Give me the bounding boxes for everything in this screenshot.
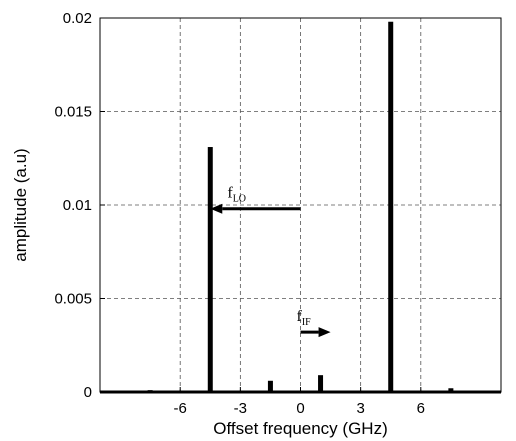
y-axis-label: amplitude (a.u) — [11, 148, 30, 261]
y-tick-labels: 0 0.005 0.01 0.015 0.02 — [54, 10, 105, 401]
annotations: fLO fIF — [210, 185, 331, 338]
y-tick-label: 0.015 — [54, 104, 92, 121]
spectral-line — [388, 21, 394, 393]
annotation-arrow-head — [210, 203, 223, 214]
spectral-line — [207, 147, 213, 392]
y-tick-label: 0.02 — [63, 10, 92, 27]
x-tick-label: -3 — [234, 400, 247, 417]
x-tick-labels: -6 -3 0 3 6 — [174, 387, 425, 417]
annotation-label: fIF — [297, 308, 312, 328]
spectral-line — [267, 380, 273, 392]
annotation-label: fLO — [227, 185, 246, 205]
x-tick-label: 3 — [356, 400, 364, 417]
x-tick-label: 0 — [296, 400, 304, 417]
x-tick-label: -6 — [174, 400, 187, 417]
y-tick-label: 0.005 — [54, 291, 92, 308]
x-axis-label: Offset frequency (GHz) — [213, 419, 387, 438]
y-tick-label: 0.01 — [63, 197, 92, 214]
annotation-arrow-head — [318, 327, 331, 338]
spectral-line — [448, 388, 454, 392]
x-tick-label: 6 — [417, 400, 425, 417]
spectral-line — [318, 375, 324, 392]
y-tick-label: 0 — [84, 384, 92, 401]
